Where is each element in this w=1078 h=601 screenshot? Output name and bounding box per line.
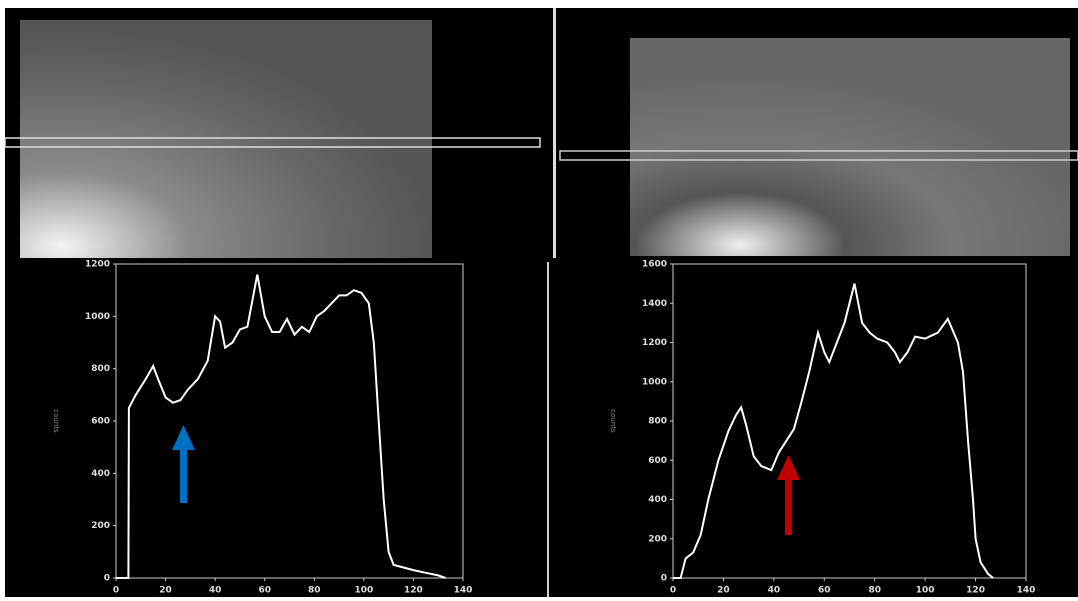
profile-line: [673, 283, 994, 579]
image-right: [630, 38, 1070, 256]
blue-arrow: [172, 425, 195, 503]
x-tick-label: 100: [354, 586, 373, 596]
x-tick-label: 20: [717, 586, 730, 596]
x-tick-label: 40: [209, 586, 222, 596]
divider: [553, 8, 556, 258]
y-tick-label: 400: [648, 495, 667, 505]
y-tick-label: 1000: [642, 377, 667, 387]
x-tick-label: 120: [966, 586, 985, 596]
divider-bottom: [547, 262, 549, 597]
y-tick-label: 1400: [642, 299, 667, 309]
x-tick-label: 140: [1017, 586, 1036, 596]
x-tick-label: 100: [916, 586, 935, 596]
x-tick-label: 60: [258, 586, 271, 596]
x-tick-label: 80: [868, 586, 881, 596]
y-tick-label: 600: [91, 417, 110, 427]
roi-right: [559, 150, 1078, 161]
profile-line: [116, 274, 446, 579]
x-tick-label: 120: [404, 586, 423, 596]
x-tick-label: 20: [159, 586, 172, 596]
roi-left: [4, 137, 541, 148]
y-tick-label: 1000: [85, 312, 110, 322]
y-tick-label: 200: [648, 534, 667, 544]
x-tick-label: 40: [768, 586, 781, 596]
y-tick-label: 0: [661, 574, 667, 584]
y-tick-label: 1200: [85, 260, 110, 270]
x-tick-label: 140: [454, 586, 473, 596]
y-axis-label: counts: [52, 409, 60, 433]
red-arrow: [777, 455, 800, 535]
image-left: [20, 20, 432, 258]
y-tick-label: 200: [91, 521, 110, 531]
x-tick-label: 80: [308, 586, 321, 596]
y-tick-label: 800: [91, 364, 110, 374]
x-tick-label: 0: [113, 586, 119, 596]
y-tick-label: 1200: [642, 338, 667, 348]
y-tick-label: 600: [648, 456, 667, 466]
y-axis-label: counts: [609, 409, 617, 433]
y-tick-label: 400: [91, 469, 110, 479]
x-tick-label: 60: [818, 586, 831, 596]
y-tick-label: 0: [104, 574, 110, 584]
x-tick-label: 0: [670, 586, 676, 596]
y-tick-label: 800: [648, 417, 667, 427]
y-tick-label: 1600: [642, 260, 667, 270]
